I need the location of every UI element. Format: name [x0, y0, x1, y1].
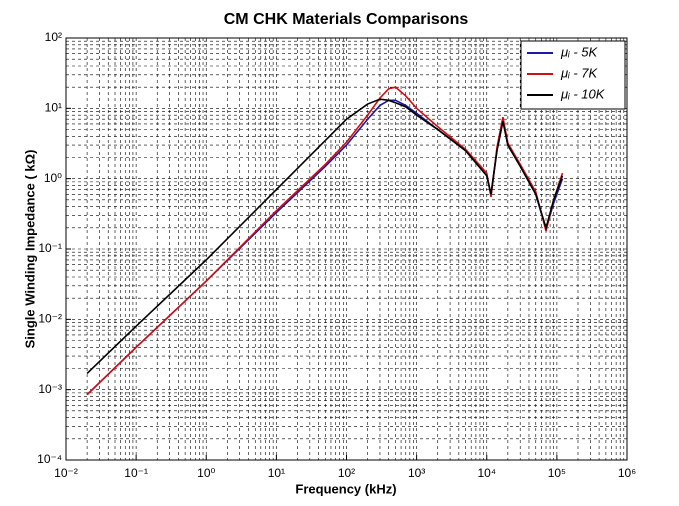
y-tick-label: 10⁻³ [38, 382, 62, 396]
y-tick-label: 10¹ [45, 101, 62, 115]
x-tick-label: 10⁶ [618, 466, 636, 480]
y-tick-label: 10² [45, 30, 62, 44]
x-tick-label: 10¹ [268, 466, 285, 480]
line-series [86, 86, 564, 396]
y-tick-label: 10⁻² [38, 312, 62, 326]
x-tick-label: 10⁻¹ [124, 466, 148, 480]
y-tick-label: 10⁰ [44, 171, 62, 185]
y-axis-label: Single Winding Impedance ( kΩ) [22, 150, 37, 349]
chart-title: CM CHK Materials Comparisons [224, 11, 469, 28]
line-series [86, 98, 564, 375]
x-tick-label: 10⁰ [197, 466, 215, 480]
legend-label: μᵢ - 10K [560, 86, 606, 101]
x-tick-label: 10³ [408, 466, 425, 480]
y-tick-label: 10⁻¹ [38, 241, 62, 255]
plot-frame [65, 37, 628, 461]
legend-label: μᵢ - 5K [560, 44, 599, 59]
x-tick-label: 10⁴ [477, 466, 496, 480]
x-tick-label: 10² [338, 466, 355, 480]
x-axis-label: Frequency (kHz) [295, 481, 396, 496]
y-tick-label: 10⁻⁴ [37, 452, 62, 466]
x-tick-label: 10⁻² [54, 466, 78, 480]
legend-label: μᵢ - 7K [560, 65, 599, 80]
x-tick-label: 10⁵ [548, 466, 566, 480]
